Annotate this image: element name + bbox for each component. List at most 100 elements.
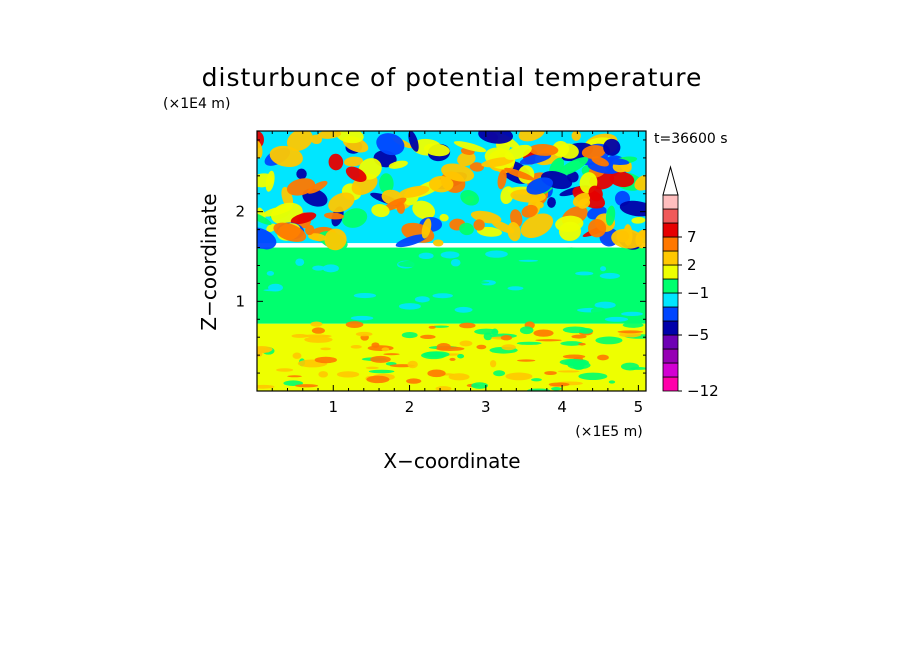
field-cell <box>571 334 587 339</box>
field-cell <box>330 315 344 319</box>
field-cell <box>435 386 452 391</box>
field-cell <box>418 252 434 260</box>
field-cell <box>345 166 367 182</box>
field-cell <box>535 339 562 342</box>
field-cell <box>521 204 538 218</box>
field-cell <box>353 293 377 299</box>
field-cell <box>295 384 319 388</box>
field-cell <box>619 253 642 259</box>
field-cell <box>485 250 508 258</box>
field-cell <box>287 375 302 378</box>
field-cell <box>257 384 275 389</box>
field-cell <box>308 233 327 242</box>
field-cell <box>579 327 594 334</box>
y-tick-label: 1 <box>235 292 245 310</box>
field-cell <box>421 351 447 360</box>
field-cell <box>428 325 436 329</box>
colorbar-swatch <box>662 278 679 294</box>
y-tick-label: 2 <box>235 203 245 221</box>
colorbar-swatch <box>662 362 679 378</box>
field-cell <box>581 145 606 159</box>
field-cell <box>412 200 436 220</box>
field-cell <box>505 372 533 381</box>
field-cell <box>314 356 337 364</box>
field-cell <box>622 322 644 328</box>
field-cell <box>423 143 450 157</box>
field-cell <box>594 301 616 309</box>
field-cell <box>459 322 476 329</box>
field-cell <box>296 168 307 180</box>
x-tick-label: 2 <box>405 398 415 416</box>
field-cell <box>590 307 607 315</box>
field-cell <box>559 358 586 366</box>
field-cell <box>322 303 332 308</box>
field-cell <box>383 353 400 356</box>
field-cell <box>575 271 594 276</box>
field-cell <box>449 357 456 361</box>
field-cell <box>551 387 562 391</box>
field-cell <box>519 153 552 165</box>
field-cell <box>276 368 294 372</box>
field-cell <box>262 205 293 217</box>
field-cell <box>450 258 461 267</box>
field-cell <box>476 344 487 350</box>
y-axis: 12 <box>235 139 646 374</box>
field-cell <box>504 167 535 181</box>
field-cell <box>381 347 390 352</box>
field-cell <box>459 222 474 236</box>
field-cell <box>396 201 405 214</box>
field-cell <box>491 328 499 336</box>
colorbar-swatch <box>662 222 679 238</box>
field-cell <box>560 341 583 346</box>
field-cell <box>370 355 391 363</box>
field-cell <box>328 153 344 171</box>
field-cell <box>421 218 432 239</box>
field-cell <box>595 336 623 345</box>
colorbar-label: −12 <box>687 382 719 400</box>
field-cell <box>467 299 480 305</box>
plot-frame <box>256 130 647 392</box>
field-cell <box>470 277 478 280</box>
field-cell <box>365 366 379 370</box>
field-cell <box>427 369 446 378</box>
field-cell <box>257 140 263 159</box>
field-cell <box>500 186 514 205</box>
field-cell <box>469 162 485 172</box>
field-cell <box>493 370 506 377</box>
field-cell <box>406 378 422 384</box>
field-cell <box>318 371 329 378</box>
field-cell <box>557 370 580 373</box>
field-cell <box>558 143 579 159</box>
field-cell <box>469 281 490 284</box>
field-cell <box>591 156 609 167</box>
field-cell <box>395 234 428 248</box>
field-cell <box>342 208 368 228</box>
field-cell <box>401 331 418 339</box>
field-cell <box>457 354 465 359</box>
field-cell <box>481 157 514 168</box>
field-cell <box>362 248 373 253</box>
field-cell <box>263 289 282 292</box>
field-cell <box>494 316 510 321</box>
field-cell <box>432 293 453 299</box>
colorbar-label: −1 <box>687 284 709 302</box>
field-cell <box>371 204 390 218</box>
field-cell <box>345 321 364 329</box>
field-cell <box>457 151 476 167</box>
field-cell <box>547 197 556 208</box>
field-cell <box>257 227 277 250</box>
field-cell <box>286 178 316 196</box>
field-cell <box>322 264 339 273</box>
field-cell <box>548 382 570 387</box>
field-cell <box>441 163 475 182</box>
field-cell <box>608 380 616 384</box>
field-cell <box>461 255 471 260</box>
field-cell <box>439 213 449 222</box>
field-cell <box>453 141 487 153</box>
field-cell <box>471 382 489 389</box>
field-cell <box>371 342 380 348</box>
field-cell <box>544 371 557 376</box>
field-cell <box>621 311 643 317</box>
field-cell <box>518 259 539 262</box>
x-tick-label: 4 <box>557 398 567 416</box>
